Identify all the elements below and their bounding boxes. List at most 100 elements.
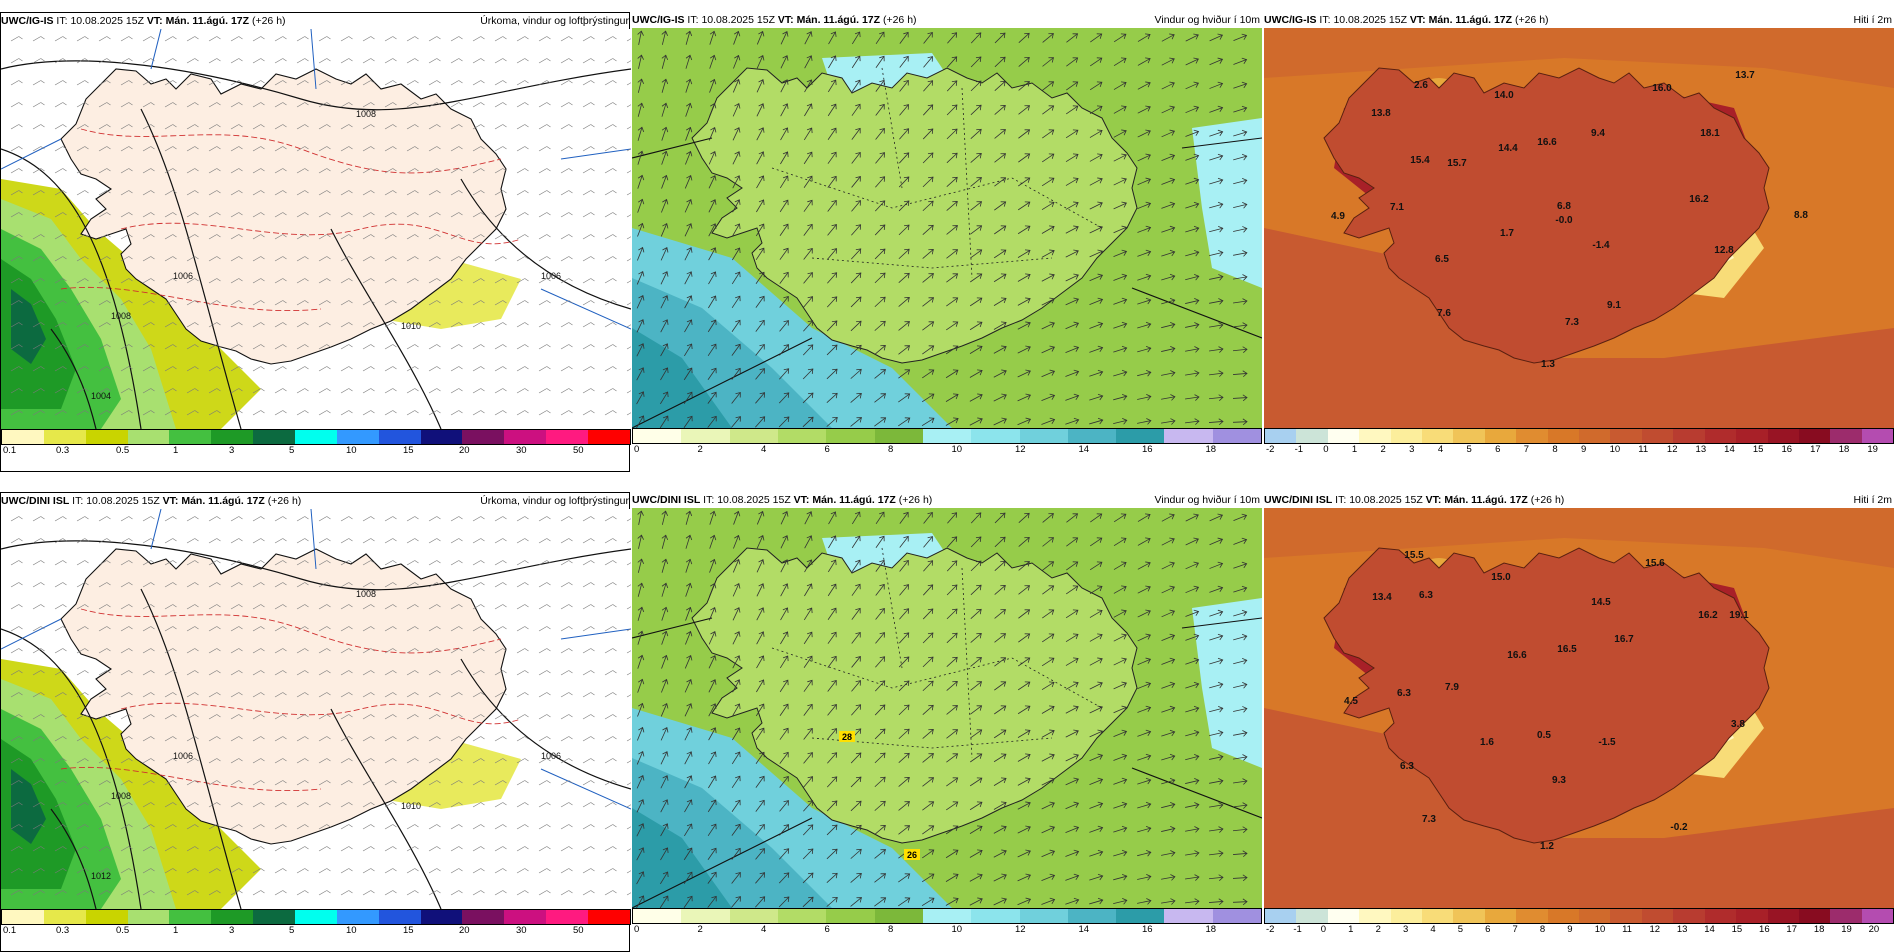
temperature-value: 4.9: [1331, 211, 1345, 222]
temperature-value: 1.3: [1541, 359, 1555, 370]
colorbar-swatch: [1579, 909, 1610, 923]
colorbar-tick: 0.3: [56, 925, 69, 936]
temperature-value: 6.3: [1400, 761, 1414, 772]
colorbar-swatch: [462, 430, 504, 444]
it-label: IT:: [56, 15, 67, 27]
colorbar-swatch: [1359, 429, 1390, 443]
temperature-value: 6.3: [1419, 590, 1433, 601]
colorbar-tick: 10: [346, 925, 357, 936]
colorbar-tick: 6: [825, 444, 830, 455]
isobar-label: 1008: [111, 791, 131, 801]
temperature-value: 16.0: [1652, 83, 1672, 94]
wind-panel-dini: UWC/DINI ISL IT: 10.08.2025 15Z VT: Mán.…: [632, 492, 1262, 952]
vt-value: Mán. 11.ágú. 17Z: [181, 495, 264, 507]
lead-time: (+26 h): [252, 15, 286, 27]
it-label: IT:: [1319, 14, 1330, 26]
colorbar-swatch: [1164, 909, 1212, 923]
lead-time: (+26 h): [883, 14, 917, 26]
temperature-value: -0.0: [1555, 215, 1573, 226]
colorbar-swatch: [379, 910, 421, 924]
isobar-label: 1006: [541, 271, 561, 281]
colorbar: [632, 428, 1262, 444]
colorbar-swatch: [1213, 429, 1261, 443]
colorbar-tick: 20: [459, 445, 470, 456]
vt-value: Mán. 11.ágú. 17Z: [166, 15, 249, 27]
it-value: 10.08.2025 15Z: [717, 494, 791, 506]
temperature-value: 15.7: [1447, 158, 1467, 169]
colorbar-tick: 0: [634, 924, 639, 935]
colorbar-swatch: [633, 909, 681, 923]
it-value: 10.08.2025 15Z: [86, 495, 160, 507]
colorbar-tick: 1: [1348, 924, 1353, 935]
colorbar-tick: 2: [1381, 444, 1386, 455]
colorbar-swatch: [923, 909, 971, 923]
colorbar-tick: 13: [1677, 924, 1688, 935]
temperature-value: 12.8: [1714, 245, 1734, 256]
colorbar-tick: 7: [1513, 924, 1518, 935]
vt-label: VT:: [794, 494, 810, 506]
temperature-value: 19.1: [1729, 610, 1749, 621]
colorbar-swatch: [1265, 429, 1296, 443]
colorbar-swatch: [295, 910, 337, 924]
isobar-label: 1008: [356, 589, 376, 599]
colorbar-tick: 8: [1540, 924, 1545, 935]
colorbar-tick: 50: [573, 445, 584, 456]
colorbar-tick: 8: [888, 924, 893, 935]
colorbar-tick: 19: [1867, 444, 1878, 455]
gust-label: 26: [904, 849, 920, 860]
isobar-label: 1010: [401, 801, 421, 811]
colorbar-swatch: [1830, 909, 1861, 923]
colorbar-swatch: [2, 910, 44, 924]
colorbar-swatch: [1020, 909, 1068, 923]
colorbar-tick: 4: [761, 444, 766, 455]
isobar-label: 1012: [91, 871, 111, 881]
temperature-value: -0.2: [1670, 822, 1688, 833]
temperature-value: 14.5: [1591, 597, 1611, 608]
temperature-value: 13.7: [1735, 70, 1755, 81]
model-name: UWC/DINI ISL: [632, 494, 700, 506]
colorbar-swatch: [1068, 429, 1116, 443]
field-title: Úrkoma, vindur og loftþrýstingur: [480, 13, 629, 29]
colorbar-swatch: [44, 430, 86, 444]
colorbar-swatch: [875, 909, 923, 923]
colorbar-tick: 5: [289, 925, 294, 936]
colorbar-tick: 18: [1206, 924, 1217, 935]
colorbar-tick: 10: [1610, 444, 1621, 455]
temperature-value: 16.2: [1689, 194, 1709, 205]
temperature-value: 9.1: [1607, 300, 1621, 311]
colorbar-swatch: [1768, 429, 1799, 443]
temperature-value: 15.0: [1491, 572, 1511, 583]
temp-panel-igis: UWC/IG-IS IT: 10.08.2025 15Z VT: Mán. 11…: [1264, 12, 1894, 472]
colorbar-swatch: [1020, 429, 1068, 443]
it-value: 10.08.2025 15Z: [701, 14, 775, 26]
colorbar-swatch: [1579, 429, 1610, 443]
colorbar-tick: 10: [346, 445, 357, 456]
colorbar-swatch: [1705, 429, 1736, 443]
colorbar-tick: 8: [1552, 444, 1557, 455]
temperature-value: 15.6: [1645, 558, 1665, 569]
colorbar-tick: 4: [761, 924, 766, 935]
colorbar-tick: -2: [1266, 444, 1274, 455]
colorbar-swatch: [1673, 909, 1704, 923]
colorbar-swatch: [1453, 909, 1484, 923]
temperature-value: 18.1: [1700, 128, 1720, 139]
colorbar-tick: 5: [1466, 444, 1471, 455]
temperature-value: 14.4: [1498, 143, 1518, 154]
colorbar-swatch: [1265, 909, 1296, 923]
colorbar-tick: 5: [289, 445, 294, 456]
temperature-value: 6.5: [1435, 254, 1449, 265]
colorbar-swatch: [1328, 429, 1359, 443]
colorbar-swatch: [1391, 429, 1422, 443]
colorbar-tick: 8: [888, 444, 893, 455]
colorbar-swatch: [379, 430, 421, 444]
vt-value: Mán. 11.ágú. 17Z: [797, 14, 880, 26]
colorbar-swatch: [128, 910, 170, 924]
